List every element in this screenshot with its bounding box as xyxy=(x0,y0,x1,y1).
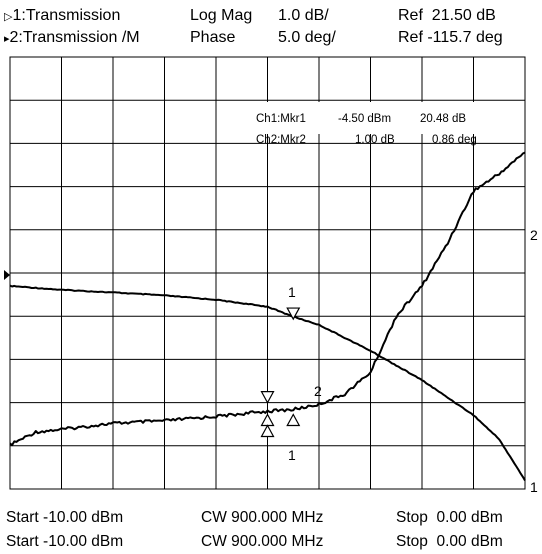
footer-cw-1: CW 900.000 MHz xyxy=(201,509,324,526)
marker-1-trace1-icon xyxy=(286,307,301,321)
channel2-title: 2:Transmission /M xyxy=(9,29,140,46)
trace2-end-label: 2 xyxy=(530,227,538,243)
footer-stop-1: Stop 0.00 dBm xyxy=(396,509,503,526)
channel1-ref: Ref 21.50 dB xyxy=(398,7,496,24)
marker1-lower-label: 1 xyxy=(288,447,296,463)
trace1-end-label: 1 xyxy=(530,479,538,495)
readout-ch1-value: 20.48 dB xyxy=(420,113,466,125)
footer-start-2: Start -10.00 dBm xyxy=(6,533,124,550)
channel2-format: Phase xyxy=(190,29,236,46)
marker1-upper-label: 1 xyxy=(288,284,296,300)
channel-pointer-icon: ▸ xyxy=(4,33,10,45)
channel1-title: 1:Transmission xyxy=(12,7,121,24)
trace-markers xyxy=(260,307,301,438)
footer-stop-2: Stop 0.00 dBm xyxy=(396,533,503,550)
reference-position-icon xyxy=(4,270,10,280)
channel2-ref: Ref -115.7 deg xyxy=(398,29,503,46)
readout-ch2-label: Ch2:Mkr2 xyxy=(256,134,306,146)
stimulus-marker-upper-icon xyxy=(260,413,275,427)
channel1-scale: 1.0 dB/ xyxy=(278,7,329,24)
channel1-format: Log Mag xyxy=(190,7,253,24)
channel2-header: ▸2:Transmission /M xyxy=(4,29,140,48)
marker-1-trace2-icon xyxy=(286,413,301,427)
stimulus-marker-lower-icon xyxy=(260,424,275,438)
readout-ch1-stimulus: -4.50 dBm xyxy=(338,113,391,125)
marker-readout-box xyxy=(247,102,505,134)
footer-start-1: Start -10.00 dBm xyxy=(6,509,124,526)
active-marker-icon: ▷ xyxy=(4,11,13,23)
marker2-upper-label: 2 xyxy=(314,383,322,399)
readout-ch2-value: 0.86 deg xyxy=(432,134,477,146)
channel2-scale: 5.0 deg/ xyxy=(278,29,336,46)
readout-ch1-label: Ch1:Mkr1 xyxy=(256,113,306,125)
footer-cw-2: CW 900.000 MHz xyxy=(201,533,324,550)
readout-ch2-stimulus: 1.00 dB xyxy=(355,134,395,146)
trace-2-phase xyxy=(9,151,526,447)
channel1-header: ▷1:Transmission xyxy=(4,7,120,26)
marker-2-trace2-icon xyxy=(260,391,275,404)
trace-1-logmag xyxy=(9,284,526,482)
